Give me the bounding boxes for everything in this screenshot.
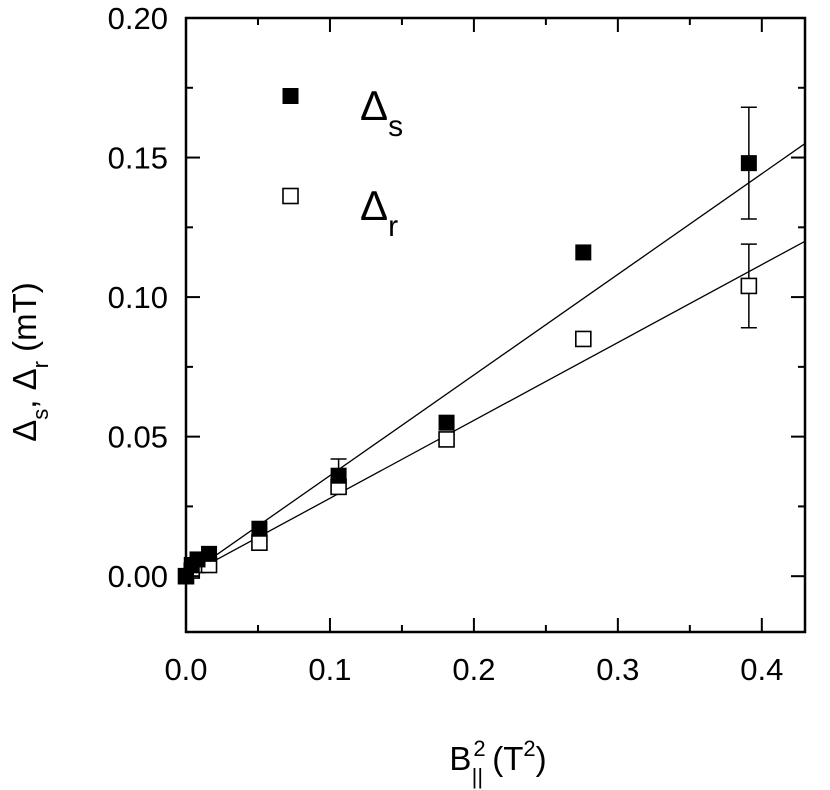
fit-line	[185, 240, 806, 577]
data-point-delta-r	[740, 277, 758, 295]
fit-line	[185, 143, 806, 577]
y-axis-title: Δs, Δr (mT)	[6, 282, 53, 442]
legend-label: Δs	[360, 82, 403, 143]
y-tick-label: 0.00	[108, 559, 168, 594]
y-tick-label: 0.10	[108, 280, 168, 315]
y-tick-label: 0.20	[108, 1, 168, 36]
fit-lines	[185, 143, 806, 577]
data-point-delta-s	[201, 545, 218, 562]
x-tick-label: 0.0	[164, 652, 207, 687]
x-tick-label: 0.2	[452, 652, 495, 687]
data-point-delta-s	[251, 520, 268, 537]
legend-label: Δr	[360, 182, 398, 243]
data-point-delta-s	[575, 244, 592, 261]
legend-marker	[282, 88, 299, 104]
axis-ticks: 0.0 0.1 0.2 0.3 0.4 0.00 0.05 0.10 0.15 0.20	[108, 1, 805, 687]
legend: Δs Δr	[282, 82, 403, 243]
data-point-delta-r	[438, 431, 455, 448]
error-bars	[330, 106, 757, 494]
data-point-delta-s	[438, 414, 455, 431]
data-markers	[177, 155, 758, 585]
legend-marker	[282, 187, 299, 205]
x-tick-label: 0.4	[740, 652, 783, 687]
data-point-delta-s	[330, 467, 347, 484]
plot-area	[184, 16, 807, 634]
data-point-delta-r	[575, 330, 592, 348]
y-tick-label: 0.15	[108, 141, 168, 176]
x-tick-label: 0.1	[308, 652, 351, 687]
x-tick-label: 0.3	[596, 652, 639, 687]
data-point-delta-r	[251, 534, 268, 551]
data-point-delta-s	[740, 155, 757, 172]
plot-frame	[184, 16, 807, 634]
x-axis-title: B2 || (T2)	[449, 736, 546, 789]
y-tick-label: 0.05	[108, 420, 168, 455]
